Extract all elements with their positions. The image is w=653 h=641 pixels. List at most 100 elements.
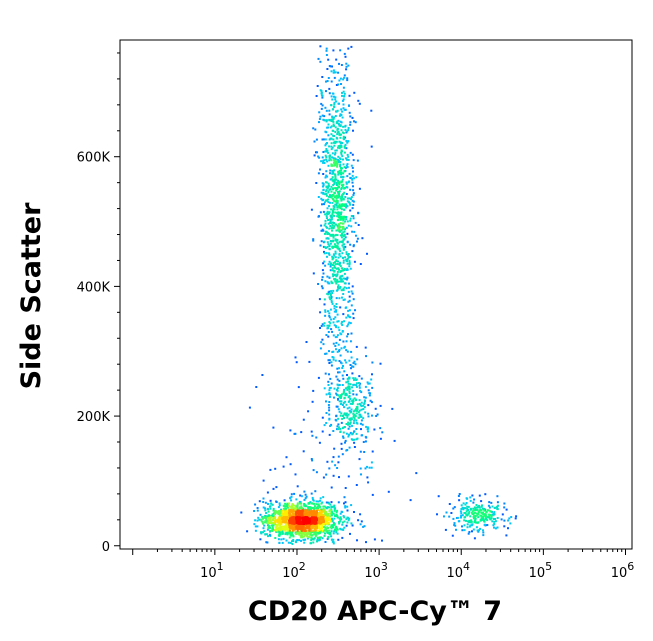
event-dot [328,156,331,159]
event-dot [334,234,337,237]
event-dot [258,500,261,503]
event-dot [328,312,331,315]
event-dot [346,232,349,235]
event-dot [480,515,483,517]
event-dot [346,141,349,144]
event-dot [339,270,342,273]
event-dot [352,410,355,413]
event-dot [353,177,356,180]
event-dot [341,194,344,197]
event-dot [340,176,343,179]
event-dot [267,508,270,511]
event-dot [286,533,289,536]
event-dot [350,418,353,421]
plot-frame [119,39,633,550]
event-dot [338,367,340,370]
event-dot [336,234,339,237]
event-dot [336,163,339,166]
event-dot [300,495,303,498]
event-dot [349,267,352,270]
event-dot [344,186,346,189]
event-dot [338,195,341,198]
event-dot [461,506,464,509]
event-dot [436,513,438,516]
event-dot [345,204,348,207]
event-dot [340,275,343,278]
event-dot [303,490,306,493]
event-dot [336,367,339,370]
event-dot [338,521,340,524]
event-dot [308,518,311,521]
event-dot [330,118,333,121]
event-dot [325,181,327,184]
event-dot [288,522,291,524]
event-dot [339,332,342,335]
event-dot [330,148,333,151]
event-dot [326,187,329,190]
event-dot [337,398,339,401]
event-dot [309,522,312,525]
event-dot [370,378,373,381]
event-dot [300,431,303,434]
event-dot [338,338,341,341]
event-dot [328,316,331,319]
event-dot [479,527,482,530]
event-dot [360,401,363,404]
event-dot [352,414,355,417]
event-dot [333,153,336,156]
event-dot [265,541,268,544]
event-dot [265,520,268,523]
event-dot [337,83,340,86]
event-dot [468,521,471,523]
event-dot [482,518,484,520]
event-dot [339,394,342,397]
event-dot [359,513,362,516]
event-dot [341,234,344,237]
event-dot [318,111,321,114]
event-dot [328,532,331,535]
event-dot [310,520,313,523]
event-dot [328,212,331,215]
event-dot [336,313,339,316]
event-dot [321,430,324,433]
event-dot [334,152,337,154]
event-dot [351,403,354,405]
event-dot [275,525,278,528]
event-dot [349,219,352,222]
event-dot [347,290,350,293]
event-dot [320,197,323,200]
event-dot [339,207,342,210]
event-dot [343,151,346,154]
event-dot [289,463,292,466]
event-dot [347,181,350,184]
event-dot [345,316,348,319]
event-dot [363,451,366,453]
event-dot [260,520,263,523]
event-dot [480,517,483,520]
event-dot [366,381,369,384]
event-dot [303,503,306,505]
event-dot [325,90,327,93]
event-dot [337,408,340,411]
event-dot [330,190,333,193]
event-dot [334,126,337,129]
event-dot [321,269,324,272]
event-dot [325,517,328,520]
event-dot [291,519,294,522]
event-dot [282,465,285,468]
event-dot [332,120,335,123]
event-dot [337,538,340,541]
event-dot [332,157,335,160]
event-dot [334,196,336,199]
event-dot [330,234,333,237]
event-dot [300,520,303,523]
event-dot [271,521,274,524]
event-dot [340,421,343,424]
event-dot [321,114,324,117]
event-dot [306,511,309,514]
event-dot [318,530,321,533]
event-dot [342,235,345,238]
event-dot [477,510,480,513]
event-dot [483,509,486,512]
event-dot [296,530,299,533]
